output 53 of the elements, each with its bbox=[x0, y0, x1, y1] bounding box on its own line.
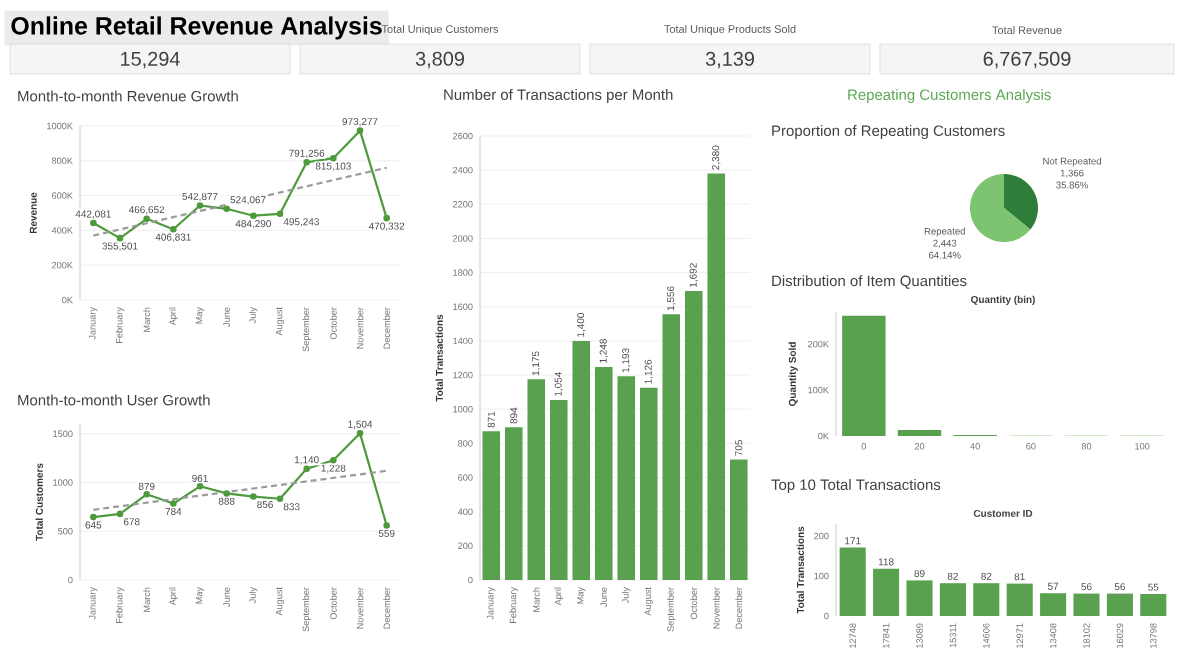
bar bbox=[594, 366, 613, 580]
point bbox=[143, 215, 150, 223]
point bbox=[330, 154, 337, 162]
point bbox=[170, 225, 177, 233]
bar bbox=[897, 430, 942, 436]
text: 3,139 bbox=[705, 51, 755, 69]
point bbox=[276, 210, 284, 218]
point bbox=[383, 522, 390, 529]
bar bbox=[504, 427, 523, 580]
bar bbox=[906, 580, 933, 616]
text: 6,767,509 bbox=[983, 51, 1071, 69]
bar bbox=[527, 379, 546, 580]
bar bbox=[684, 291, 703, 580]
bar bbox=[707, 173, 726, 580]
bar bbox=[839, 547, 866, 616]
point bbox=[303, 465, 310, 473]
point bbox=[90, 513, 97, 521]
bar bbox=[973, 583, 1000, 616]
point bbox=[196, 202, 204, 209]
point bbox=[383, 214, 390, 222]
point bbox=[116, 234, 124, 242]
point bbox=[250, 212, 257, 220]
bar bbox=[1073, 593, 1100, 616]
bar bbox=[639, 387, 658, 580]
bar bbox=[1040, 593, 1067, 616]
point bbox=[223, 490, 230, 497]
text: Online Retail Revenue Analysis bbox=[11, 16, 382, 40]
text: 3,809 bbox=[415, 51, 464, 69]
bar bbox=[1006, 583, 1033, 616]
bar bbox=[729, 459, 748, 580]
bar bbox=[572, 340, 591, 580]
point bbox=[276, 495, 284, 503]
point bbox=[356, 430, 364, 437]
point bbox=[170, 500, 177, 507]
point bbox=[223, 205, 230, 213]
point bbox=[303, 159, 310, 166]
point bbox=[196, 483, 204, 490]
bar bbox=[1140, 594, 1167, 616]
point bbox=[356, 127, 364, 134]
bar bbox=[549, 400, 568, 580]
point bbox=[250, 493, 257, 500]
point bbox=[143, 491, 150, 498]
bar bbox=[617, 376, 636, 580]
point bbox=[90, 219, 97, 227]
bar bbox=[873, 568, 900, 616]
text: 15,294 bbox=[121, 51, 180, 69]
point bbox=[330, 456, 337, 464]
bar bbox=[1106, 593, 1133, 616]
bar bbox=[939, 583, 966, 616]
point bbox=[116, 510, 124, 518]
bar bbox=[482, 431, 501, 580]
bar bbox=[842, 315, 886, 436]
bar bbox=[662, 314, 681, 580]
